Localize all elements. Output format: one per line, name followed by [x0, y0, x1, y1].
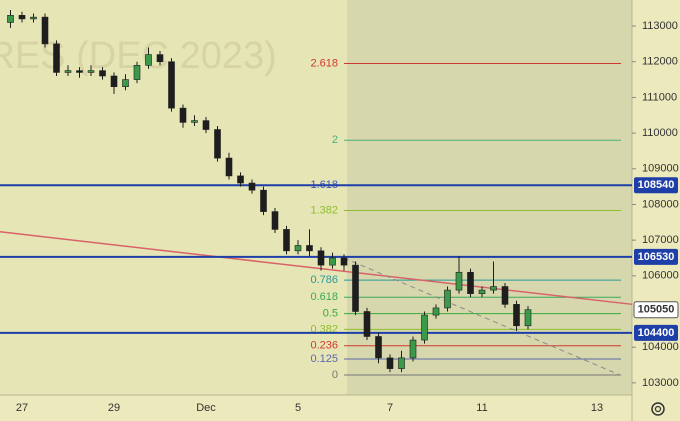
x-tick-label: 29	[108, 402, 120, 414]
y-tick-label: 104000	[642, 341, 679, 353]
fib-label: 0.125	[310, 353, 338, 365]
candle-body	[432, 307, 440, 316]
level-box	[634, 324, 678, 341]
candle-body	[214, 129, 221, 159]
candle-body	[478, 289, 486, 294]
fib-label: 0.5	[323, 308, 338, 320]
y-tick-label: 113000	[642, 20, 678, 32]
fib-label: 0.786	[310, 274, 338, 286]
level-label: 108540	[638, 179, 675, 191]
y-tick-label: 103000	[642, 377, 679, 389]
candle-body	[145, 54, 152, 66]
fib-label: 2.618	[310, 57, 338, 69]
price-box	[633, 301, 679, 319]
gear-ring	[651, 402, 665, 416]
candle-body	[260, 189, 267, 212]
x-tick-label: 11	[476, 402, 487, 414]
candle-body	[363, 311, 371, 337]
level-box	[634, 248, 678, 265]
candle-body	[133, 64, 141, 80]
x-tick-label: 5	[295, 402, 301, 414]
candle-body	[294, 245, 302, 252]
candle-body	[18, 15, 26, 20]
candle-body	[421, 314, 428, 341]
fib-label: 0.236	[310, 340, 338, 352]
candle-body	[87, 70, 95, 73]
candle-body	[513, 304, 520, 327]
level-label: 106530	[638, 251, 675, 263]
candle-body	[179, 107, 187, 123]
y-tick-label: 112000	[642, 56, 678, 68]
candle-body	[375, 336, 382, 359]
x-tick-label: 27	[16, 402, 28, 414]
candle-body	[409, 339, 417, 359]
fib-label: 0	[332, 369, 338, 381]
candle-body	[76, 70, 83, 73]
settings-icon[interactable]	[651, 402, 665, 416]
candle-body	[168, 61, 175, 109]
candle-body	[110, 75, 118, 88]
candle-body	[352, 264, 359, 312]
candle-body	[444, 289, 451, 309]
trend-line	[0, 231, 633, 306]
candle-body	[386, 357, 394, 369]
candle-body	[283, 229, 290, 252]
y-tick-label: 109000	[642, 163, 679, 175]
candle-body	[30, 16, 37, 20]
candle-body	[524, 309, 532, 327]
x-tick-label: Dec	[196, 402, 216, 414]
candle-body	[191, 120, 198, 123]
candle-body	[340, 257, 348, 266]
y-tick-label: 106000	[642, 270, 679, 282]
candle-body	[53, 43, 60, 73]
candle-body	[64, 70, 72, 73]
fib-label: 2	[332, 134, 338, 146]
candle-body	[455, 271, 463, 291]
candle-body	[501, 286, 509, 305]
fib-label: 1.382	[310, 204, 338, 216]
x-tick-label: 7	[387, 402, 393, 414]
candle-body	[122, 79, 129, 88]
fib-label: 0.618	[310, 291, 338, 303]
candle-body	[225, 157, 233, 177]
candle-body	[99, 70, 106, 77]
candle-body	[329, 257, 336, 266]
level-label: 104400	[638, 327, 675, 339]
candle-body	[317, 250, 325, 266]
candle-body	[7, 15, 14, 23]
candle-body	[237, 175, 244, 184]
y-tick-label: 111000	[642, 91, 677, 103]
candle-body	[156, 54, 164, 63]
fib-zone	[347, 0, 632, 395]
x-tick-label: 13	[591, 402, 603, 414]
candle-body	[490, 286, 497, 291]
candle-body	[467, 271, 474, 294]
candle-body	[398, 357, 405, 369]
y-tick-label: 108000	[642, 198, 679, 210]
candle-body	[248, 182, 256, 191]
candle-body	[202, 120, 210, 130]
y-tick-label: 110000	[642, 127, 678, 139]
level-box	[634, 177, 678, 194]
gear-hole	[654, 405, 662, 413]
candle-body	[41, 16, 49, 45]
price-label: 105050	[638, 304, 675, 316]
candle-body	[271, 211, 279, 230]
candle-body	[306, 245, 313, 252]
dashed-line	[343, 257, 621, 376]
y-tick-label: 107000	[642, 234, 679, 246]
